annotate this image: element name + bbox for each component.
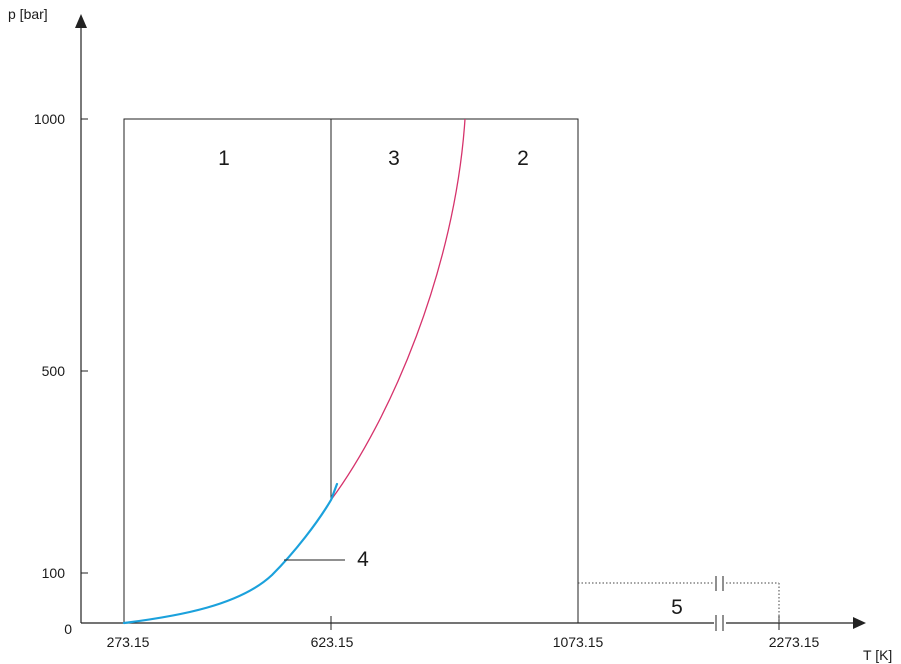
x-tick-label-2273: 2273.15 — [769, 634, 820, 650]
region-1-label: 1 — [218, 147, 230, 170]
y-tick-label-1000: 1000 — [34, 111, 65, 127]
y-tick-label-0: 0 — [64, 621, 72, 637]
y-axis-arrow-icon — [75, 14, 87, 28]
x-axis-arrow-icon — [853, 617, 866, 629]
y-tick-label-100: 100 — [42, 565, 66, 581]
regions-frame — [123, 118, 579, 624]
region-4-label: 4 — [357, 548, 369, 571]
saturation-curve — [122, 482, 339, 625]
y-axis-title: p [bar] — [8, 6, 48, 22]
x-tick-label-273: 273.15 — [107, 634, 150, 650]
region-5-label: 5 — [671, 596, 683, 619]
x-axis-title: T [K] — [863, 647, 892, 663]
region-3-label: 3 — [388, 147, 400, 170]
x-tick-label-1073: 1073.15 — [553, 634, 604, 650]
region-2-label: 2 — [517, 147, 529, 170]
y-tick-label-500: 500 — [42, 363, 66, 379]
x-tick-label-623: 623.15 — [311, 634, 354, 650]
b23-boundary-curve — [330, 118, 466, 501]
